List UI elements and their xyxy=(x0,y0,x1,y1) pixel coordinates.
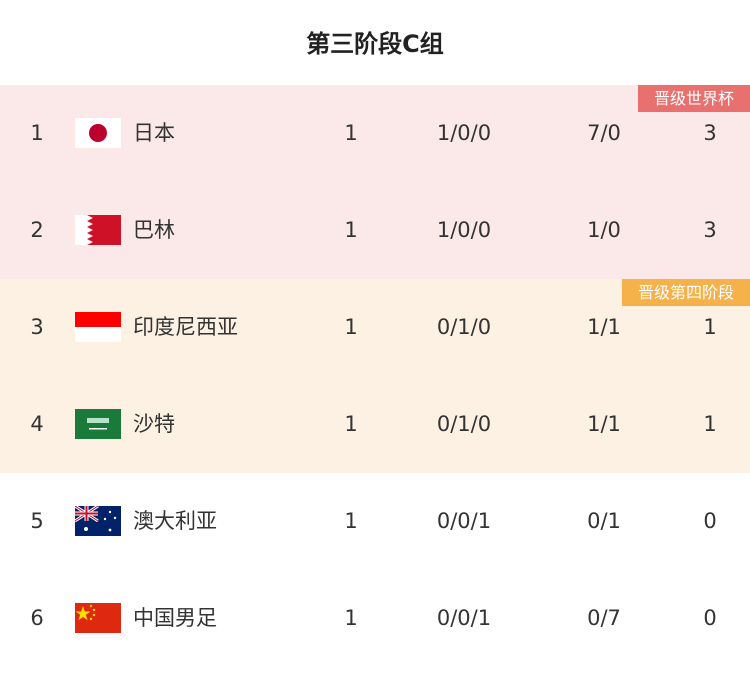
played: 1 xyxy=(344,606,358,630)
japan-flag-icon xyxy=(75,118,121,148)
page-title: 第三阶段C组 xyxy=(306,30,444,58)
played: 1 xyxy=(344,509,358,533)
table-row[interactable]: 5 澳大利亚 1 0/0/1 0/1 0 xyxy=(0,473,750,570)
team-name: 中国男足 xyxy=(133,606,217,630)
goals-for-against: 0/1 xyxy=(587,509,621,533)
australia-flag-icon xyxy=(75,506,121,536)
bahrain-flag-icon xyxy=(75,215,121,245)
table-row[interactable]: 1 日本 1 1/0/0 7/0 3 晋级世界杯 xyxy=(0,85,750,182)
indonesia-flag-icon xyxy=(75,312,121,342)
china-flag-icon xyxy=(75,603,121,633)
rank: 5 xyxy=(30,509,44,533)
points: 1 xyxy=(703,412,717,436)
win-draw-loss: 0/0/1 xyxy=(436,606,492,630)
goals-for-against: 0/7 xyxy=(587,606,621,630)
rank: 4 xyxy=(30,412,44,436)
table-row[interactable]: 3 印度尼西亚 1 0/1/0 1/1 1 晋级第四阶段 xyxy=(0,279,750,376)
team-name: 日本 xyxy=(133,121,175,145)
rank: 2 xyxy=(30,218,44,242)
win-draw-loss: 0/0/1 xyxy=(436,509,492,533)
played: 1 xyxy=(344,218,358,242)
table-row[interactable]: 4 沙特 1 0/1/0 1/1 1 xyxy=(0,376,750,473)
table-row[interactable]: 2 巴林 1 1/0/0 1/0 3 xyxy=(0,182,750,279)
rank: 1 xyxy=(30,121,44,145)
win-draw-loss: 1/0/0 xyxy=(436,218,492,242)
table-row[interactable]: 6 中国男足 1 0/0/1 0/7 0 xyxy=(0,570,750,667)
points: 0 xyxy=(703,606,717,630)
goals-for-against: 1/1 xyxy=(587,412,621,436)
win-draw-loss: 0/1/0 xyxy=(436,412,492,436)
saudi-arabia-flag-icon xyxy=(75,409,121,439)
win-draw-loss: 1/0/0 xyxy=(436,121,492,145)
played: 1 xyxy=(344,315,358,339)
team-name: 澳大利亚 xyxy=(133,509,217,533)
team-name: 巴林 xyxy=(133,218,175,242)
goals-for-against: 1/0 xyxy=(587,218,621,242)
goals-for-against: 1/1 xyxy=(587,315,621,339)
win-draw-loss: 0/1/0 xyxy=(436,315,492,339)
rank: 3 xyxy=(30,315,44,339)
points: 1 xyxy=(703,315,717,339)
team-name: 印度尼西亚 xyxy=(133,315,238,339)
points: 3 xyxy=(703,121,717,145)
rank: 6 xyxy=(30,606,44,630)
played: 1 xyxy=(344,412,358,436)
points: 0 xyxy=(703,509,717,533)
played: 1 xyxy=(344,121,358,145)
qualified-badge: 晋级世界杯 xyxy=(637,85,750,112)
goals-for-against: 7/0 xyxy=(587,121,621,145)
team-name: 沙特 xyxy=(133,412,175,436)
next-stage-badge: 晋级第四阶段 xyxy=(621,279,750,306)
points: 3 xyxy=(703,218,717,242)
